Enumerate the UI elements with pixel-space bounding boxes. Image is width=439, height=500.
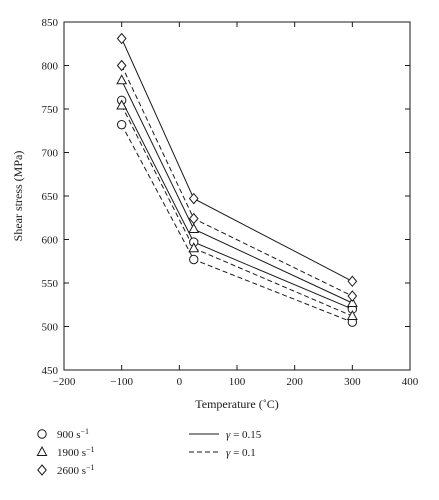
legend-marker-circle [37,429,47,439]
series-line-triangle-solid [121,80,353,304]
data-point-triangle [188,223,200,234]
x-tick-label: −200 [53,376,76,388]
legend-marker-diamond [37,464,47,476]
data-point-triangle [346,310,358,321]
data-point-triangle [116,74,128,85]
x-tick-label: −100 [110,376,133,388]
legend: 900 s−1 1900 s−1 2600 s−1 γ = 0.15 γ = 0.1 [36,427,262,477]
data-point-diamond [116,59,127,72]
data-point-diamond [116,32,127,45]
x-tick-label: 0 [177,376,183,388]
plot-frame [63,21,411,371]
data-point-diamond [188,192,199,205]
series-line-diamond-solid [121,38,353,282]
legend-label-diamond: 2600 s−1 [57,463,95,477]
data-point-diamond [347,275,358,288]
data-point-triangle [116,99,128,110]
legend-marker-triangle [36,445,48,456]
data-point-diamond [347,290,358,302]
data-point-diamond [188,212,199,225]
data-point-triangle [188,242,200,253]
legend-label-circle: 900 s−1 [57,427,89,441]
y-tick-label: 650 [42,191,59,203]
x-tick-label: 300 [344,376,361,388]
y-tick-label: 850 [42,17,59,29]
axis-ticks: −200 −100 0 100 200 300 400 450 500 550 600 650 700 7… [42,17,419,388]
legend-label-dashed: γ = 0.1 [226,447,256,459]
y-tick-label: 750 [42,104,59,116]
legend-label-solid: γ = 0.15 [226,429,262,441]
data-point-circle [116,119,127,130]
y-tick-label: 800 [42,61,59,73]
plot-layer [116,32,358,327]
data-point-circle [189,254,199,265]
x-tick-label: 400 [402,376,419,388]
series-line-circle-dashed [121,124,353,323]
y-tick-label: 450 [42,365,59,377]
y-tick-label: 700 [42,148,59,160]
y-tick-label: 500 [42,322,59,334]
series-line-triangle-dashed [121,105,353,317]
x-axis-label: Temperature (˚C) [195,397,278,411]
y-tick-label: 600 [42,235,59,247]
x-tick-label: 200 [286,376,303,388]
legend-label-triangle: 1900 s−1 [57,445,95,459]
x-tick-label: 100 [229,376,246,388]
series-line-diamond-dashed [121,65,353,297]
y-axis-label: Shear stress (MPa) [11,151,25,242]
y-tick-label: 550 [42,278,59,290]
series-line-circle-solid [121,100,353,310]
data-point-triangle [346,296,358,308]
